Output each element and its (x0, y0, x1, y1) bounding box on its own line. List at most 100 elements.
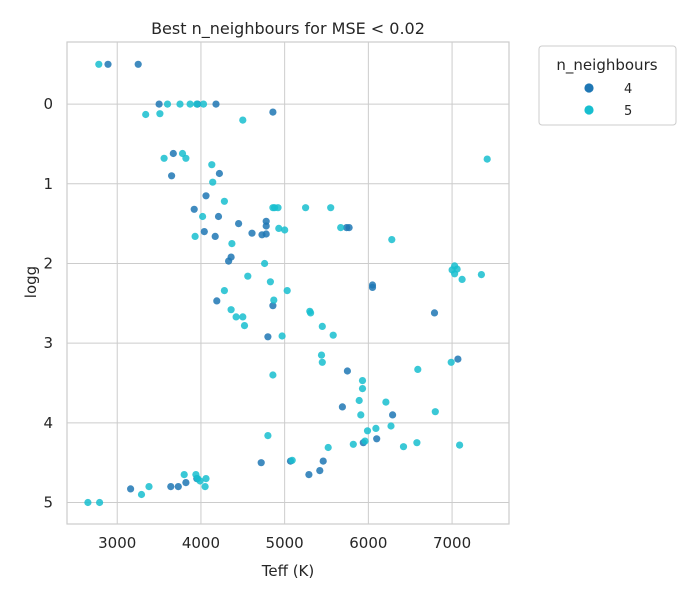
data-point (160, 154, 168, 162)
data-point (209, 178, 217, 186)
data-point (200, 228, 208, 236)
data-point (269, 371, 277, 379)
data-point (329, 331, 337, 339)
data-point (96, 498, 104, 507)
data-point (477, 271, 485, 279)
data-point (307, 309, 315, 317)
data-point (199, 100, 208, 108)
y-tick-label: 1 (43, 175, 53, 193)
data-point (343, 367, 351, 375)
data-point (451, 270, 459, 278)
data-point (240, 322, 249, 330)
data-point (248, 229, 256, 237)
data-point (337, 224, 345, 232)
chart-title: Best n_neighbours for MSE < 0.02 (151, 19, 425, 39)
data-point (274, 204, 282, 212)
data-point (190, 205, 198, 213)
data-point (319, 457, 327, 465)
data-point (227, 306, 235, 314)
data-point (257, 459, 265, 467)
x-tick-label: 6000 (349, 534, 387, 552)
data-point (358, 377, 367, 385)
data-point (169, 149, 177, 158)
data-point (261, 259, 269, 268)
data-point (239, 116, 247, 124)
data-point (186, 100, 194, 108)
data-point (413, 439, 421, 447)
data-point (182, 154, 190, 162)
data-point (208, 161, 216, 169)
legend-title: n_neighbours (556, 56, 657, 75)
data-point (104, 60, 112, 68)
data-point (363, 427, 372, 435)
data-point (389, 411, 397, 419)
plot-border (66, 41, 510, 525)
data-point (145, 483, 153, 491)
data-point (387, 422, 395, 430)
data-point (193, 100, 201, 108)
y-axis-label: logg (22, 266, 40, 298)
legend-marker (584, 83, 594, 93)
x-tick-labels: 3000 4000 5000 6000 7000 (98, 534, 471, 552)
data-point (220, 197, 228, 205)
y-tick-label: 5 (43, 493, 53, 511)
data-point (317, 351, 326, 359)
data-point (174, 483, 182, 491)
data-point (278, 332, 286, 340)
data-point (163, 100, 172, 108)
data-point (270, 296, 278, 304)
data-point (382, 398, 390, 406)
data-point (357, 411, 365, 419)
data-point (349, 440, 357, 448)
data-point (262, 230, 270, 238)
data-points (84, 60, 491, 507)
legend-label: 5 (624, 104, 632, 119)
x-tick-label: 4000 (182, 534, 220, 552)
data-point (264, 333, 272, 341)
data-point (454, 355, 462, 363)
data-point (373, 435, 381, 443)
data-point (447, 358, 455, 366)
data-point (458, 275, 466, 283)
x-tick-label: 7000 (433, 534, 471, 552)
data-point (211, 232, 219, 240)
data-point (84, 498, 92, 507)
data-point (95, 60, 103, 68)
data-point (262, 222, 270, 230)
data-point (388, 236, 396, 244)
data-point (327, 204, 335, 212)
legend: n_neighbours 4 5 (538, 45, 677, 126)
data-point (180, 471, 188, 479)
data-point (201, 483, 209, 491)
legend-box (538, 45, 677, 126)
x-tick-label: 3000 (98, 534, 136, 552)
data-point (239, 313, 247, 321)
data-point (202, 475, 210, 483)
data-point (199, 212, 207, 221)
x-axis-label: Teff (K) (261, 562, 315, 580)
data-point (266, 278, 274, 286)
grid-lines (67, 42, 509, 524)
data-point (338, 403, 346, 411)
data-point (156, 110, 164, 118)
data-point (127, 485, 135, 493)
data-point (372, 424, 380, 432)
plot-background (67, 42, 509, 524)
data-point (318, 322, 326, 330)
data-point (182, 479, 190, 487)
data-point (302, 204, 310, 212)
data-point (283, 287, 291, 295)
data-point (137, 490, 146, 499)
data-point (275, 224, 283, 232)
data-point (235, 220, 243, 228)
data-point (281, 226, 289, 234)
data-point (196, 477, 204, 485)
data-point (212, 100, 220, 108)
data-point (155, 100, 163, 108)
data-point (316, 467, 324, 475)
data-point (168, 172, 176, 180)
data-point (215, 169, 223, 178)
x-tick-label: 5000 (266, 534, 304, 552)
data-point (399, 443, 408, 451)
